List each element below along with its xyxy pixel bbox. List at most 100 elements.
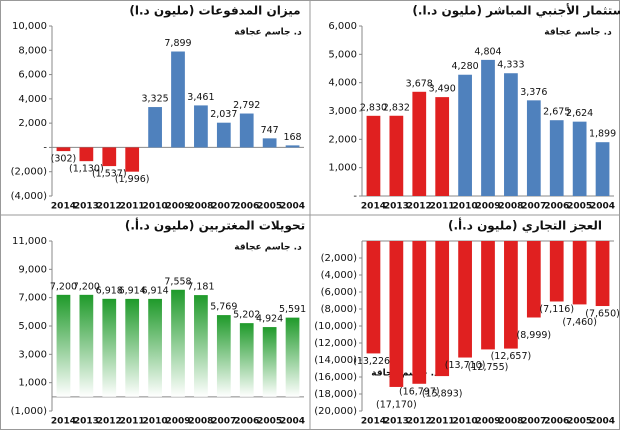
x-tick-label: 2013: [384, 202, 409, 212]
y-tick-label: 6,000: [328, 21, 357, 32]
bar: [148, 298, 162, 397]
x-tick-label: 2012: [407, 202, 432, 212]
y-tick-label: 9,000: [18, 264, 47, 275]
x-tick-label: 2013: [74, 202, 99, 212]
x-tick-label: 2005: [257, 417, 282, 427]
value-label: 7,899: [164, 38, 191, 49]
value-label: 7,200: [73, 281, 100, 292]
x-tick-label: 2010: [143, 202, 168, 212]
bar: [389, 115, 404, 196]
value-label: (15,893): [422, 389, 463, 400]
bar: [526, 241, 541, 318]
x-tick-label: 2013: [74, 417, 99, 427]
y-tick-label: (4,000): [321, 270, 358, 281]
y-tick-label: 10,000: [12, 21, 47, 32]
value-label: 7,200: [50, 281, 77, 292]
x-tick-label: 2004: [590, 202, 615, 212]
value-label: 747: [261, 125, 279, 136]
bar: [194, 295, 208, 397]
value-label: 6,918: [96, 285, 123, 296]
bar: [526, 100, 541, 196]
source-label: د. جاسم عجاقة: [544, 28, 612, 38]
y-tick-label: 3,000: [328, 106, 357, 117]
bar: [572, 121, 587, 196]
x-tick-label: 2011: [120, 417, 145, 427]
value-label: 4,804: [474, 46, 501, 57]
x-tick-label: 2010: [143, 417, 168, 427]
bar: [239, 113, 254, 148]
value-label: (7,650): [585, 309, 620, 320]
x-tick-label: 2008: [498, 417, 523, 427]
value-label: 4,924: [256, 314, 283, 325]
bar: [504, 241, 518, 349]
bar: [481, 241, 495, 350]
x-tick-label: 2006: [234, 202, 259, 212]
value-label: (12,755): [468, 362, 509, 373]
x-tick-label: 2007: [521, 202, 546, 212]
y-tick-label: 5,000: [328, 49, 357, 60]
y-tick-label: 1,000: [18, 378, 47, 389]
chart-title: ميزان المدفوعات (مليون د.ا): [129, 4, 300, 19]
bar: [239, 323, 254, 397]
x-tick-label: 2006: [234, 417, 259, 427]
bar: [56, 294, 71, 397]
bar: [572, 241, 587, 305]
value-label: (302): [51, 154, 77, 165]
x-tick-label: 2008: [188, 417, 213, 427]
x-tick-label: 2011: [120, 202, 145, 212]
value-label: 3,490: [429, 84, 456, 95]
x-tick-label: 2004: [280, 417, 305, 427]
bar: [148, 107, 162, 148]
bar: [366, 241, 381, 354]
bar: [125, 298, 140, 397]
bar: [435, 241, 450, 377]
y-tick-label: (6,000): [321, 287, 358, 298]
source-label: د. جاسم عجاقة: [371, 369, 439, 379]
bar: [389, 241, 404, 387]
bar: [171, 51, 185, 148]
x-tick-label: 2005: [567, 202, 592, 212]
bar: [481, 59, 495, 197]
x-tick-label: 2009: [475, 417, 500, 427]
value-label: (1,996): [115, 174, 150, 185]
x-tick-label: 2004: [280, 202, 305, 212]
x-tick-label: 2007: [211, 202, 236, 212]
source-label: د. جاسم عجاقة: [234, 28, 302, 38]
x-tick-label: 2011: [430, 417, 455, 427]
x-tick-label: 2005: [567, 417, 592, 427]
y-tick-label: 2,000: [328, 134, 357, 145]
y-tick-label: 3,000: [18, 349, 47, 360]
y-tick-label: (18,000): [314, 389, 357, 400]
x-tick-label: 2010: [453, 417, 478, 427]
y-tick-label: (4,000): [11, 191, 48, 202]
bar: [412, 91, 427, 196]
x-tick-label: 2014: [361, 202, 386, 212]
x-tick-label: 2012: [97, 202, 122, 212]
bar: [125, 147, 140, 172]
bar: [285, 317, 300, 397]
bar: [102, 147, 117, 167]
bar: [366, 115, 381, 196]
value-label: 2,037: [210, 109, 237, 120]
value-label: (1,130): [69, 164, 104, 175]
y-tick-label: (2,000): [11, 167, 48, 178]
bar: [216, 315, 231, 397]
value-label: 5,202: [233, 310, 260, 321]
x-tick-label: 2014: [361, 417, 386, 427]
bar: [262, 327, 277, 397]
value-label: 5,591: [279, 304, 306, 315]
bar: [79, 147, 94, 162]
x-tick-label: 2010: [453, 202, 478, 212]
bar: [504, 73, 518, 196]
y-tick-label: (1,000): [11, 406, 48, 417]
value-label: (13,226): [353, 356, 394, 367]
x-tick-label: 2004: [590, 417, 615, 427]
value-label: 4,333: [497, 60, 524, 71]
y-tick-label: (12,000): [314, 338, 357, 349]
value-label: 3,678: [406, 78, 433, 89]
y-tick-label: 8,000: [18, 45, 47, 56]
y-tick-label: 1,000: [328, 163, 357, 174]
bar: [435, 97, 450, 196]
y-tick-label: (20,000): [314, 406, 357, 417]
